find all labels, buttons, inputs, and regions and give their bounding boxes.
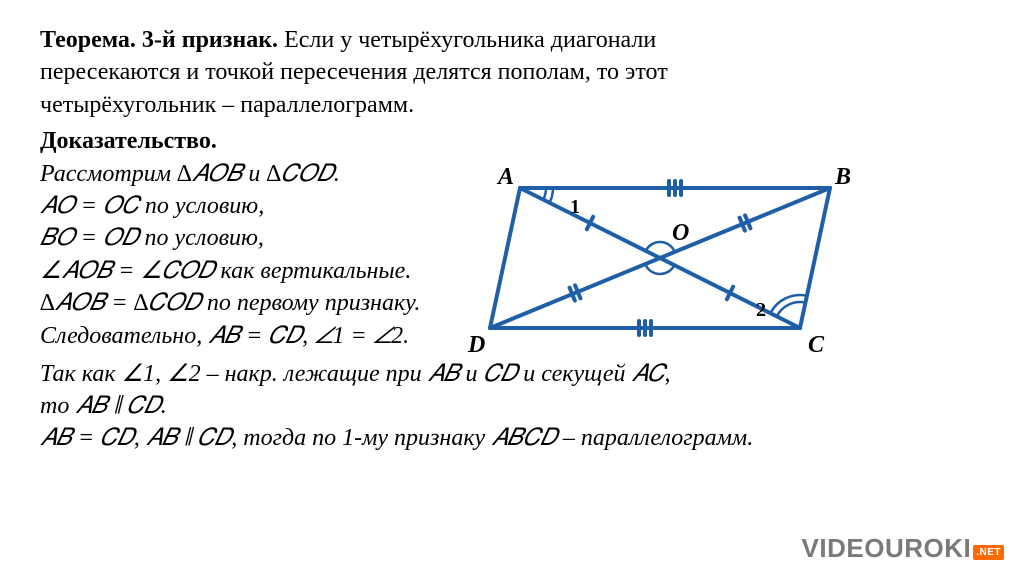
theorem-statement: Теорема. 3-й признак. Если у четырёхугол… (40, 24, 984, 56)
svg-text:1: 1 (570, 196, 580, 218)
parallelogram-diagram: A B C D O 1 2 (440, 158, 860, 358)
proof-title: Доказательство. (40, 125, 984, 157)
proof-line-4: ∠𝐴𝑂𝐵 = ∠𝐶𝑂𝐷 как вертикальные. (40, 255, 420, 287)
svg-text:O: O (672, 220, 689, 246)
proof-line-5: ∆𝐴𝑂𝐵 = ∆𝐶𝑂𝐷 по первому признаку. (40, 287, 420, 319)
proof-line-6: Следовательно, 𝐴𝐵 = 𝐶𝐷, ∠1 = ∠2. (40, 320, 420, 352)
svg-text:D: D (467, 332, 485, 358)
svg-text:C: C (808, 332, 825, 358)
proof-line-3: 𝐵𝑂 = 𝑂𝐷 по условию, (40, 222, 420, 254)
proof-line-8: то 𝐴𝐵 ∥ 𝐶𝐷. (40, 390, 984, 422)
proof-line-7: Так как ∠1, ∠2 – накр. лежащие при 𝐴𝐵 и … (40, 358, 984, 390)
content-row: Рассмотрим ∆𝐴𝑂𝐵 и ∆𝐶𝑂𝐷. 𝐴𝑂 = 𝑂𝐶 по услов… (40, 158, 984, 358)
watermark-suffix: .NET (973, 545, 1004, 560)
theorem-text-1: Если у четырёхугольника диагонали (284, 27, 656, 53)
proof-line-1: Рассмотрим ∆𝐴𝑂𝐵 и ∆𝐶𝑂𝐷. (40, 158, 420, 190)
diagram-column: A B C D O 1 2 (440, 158, 860, 358)
svg-text:A: A (496, 164, 514, 190)
proof-line-9: 𝐴𝐵 = 𝐶𝐷, 𝐴𝐵 ∥ 𝐶𝐷, тогда по 1-му признаку… (40, 422, 984, 454)
theorem-title: Теорема. 3-й признак. (40, 27, 284, 53)
proof-line-2: 𝐴𝑂 = 𝑂𝐶 по условию, (40, 190, 420, 222)
svg-text:B: B (834, 164, 851, 190)
watermark: VIDEOUROKI.NET (802, 533, 1004, 564)
theorem-text-2: пересекаются и точкой пересечения делятс… (40, 56, 984, 88)
slide-page: Теорема. 3-й признак. Если у четырёхугол… (0, 0, 1024, 574)
watermark-text: VIDEOUROKI (802, 533, 972, 563)
proof-text-column: Рассмотрим ∆𝐴𝑂𝐵 и ∆𝐶𝑂𝐷. 𝐴𝑂 = 𝑂𝐶 по услов… (40, 158, 420, 352)
theorem-text-3: четырёхугольник – параллелограмм. (40, 89, 984, 121)
svg-text:2: 2 (756, 299, 766, 321)
